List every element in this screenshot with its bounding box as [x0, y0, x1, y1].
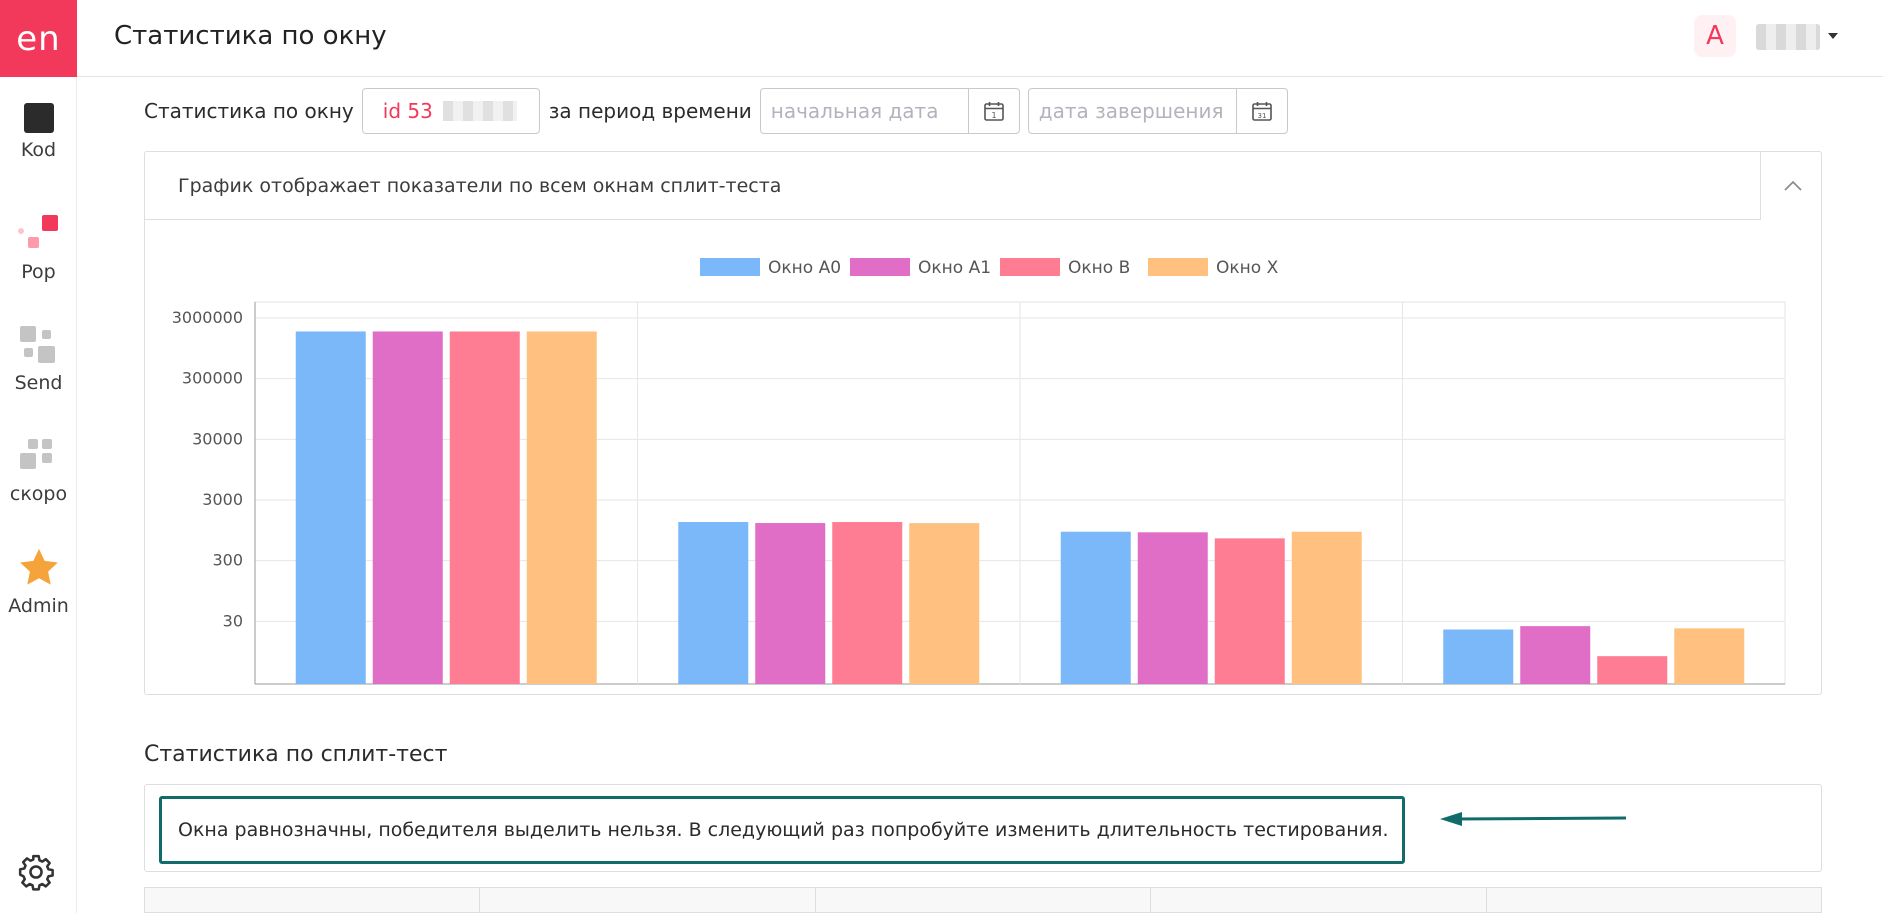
y-tick-label: 300	[212, 551, 243, 570]
sidebar-item-label: скоро	[9, 483, 68, 505]
legend-label: Окно A1	[918, 258, 991, 278]
legend-swatch	[700, 258, 760, 276]
start-date-input[interactable]	[760, 89, 969, 133]
chart-bar	[1443, 629, 1514, 684]
calendar-icon: 1	[983, 102, 1004, 121]
chart-bar	[1291, 531, 1362, 684]
calendar-day-text: 31	[1257, 112, 1266, 120]
star-icon	[19, 548, 58, 585]
chart-bar	[755, 523, 826, 684]
bar-chart: 300000030000030000300030030ПосетителейПо…	[172, 258, 1786, 685]
send-squares-icon	[18, 326, 60, 366]
sidebar-item-label: Pop	[21, 261, 56, 283]
end-calendar-button[interactable]: 31	[1237, 89, 1287, 133]
chevron-up-icon[interactable]	[1781, 174, 1805, 198]
table-header-cell	[480, 888, 816, 912]
y-tick-label: 300000	[182, 369, 243, 388]
period-label: за период времени	[548, 99, 752, 123]
window-select[interactable]: id 53	[361, 88, 540, 134]
legend-swatch	[850, 258, 910, 276]
chart-bar	[526, 331, 597, 684]
y-tick-label: 30000	[192, 429, 243, 448]
calendar-day-text: 1	[991, 111, 996, 120]
split-section-title: Статистика по сплит-тест	[144, 742, 448, 767]
stats-table-header	[144, 887, 1822, 913]
legend-swatch	[1148, 258, 1208, 276]
start-date-field: 1	[759, 88, 1020, 134]
chart-bar	[372, 331, 443, 684]
page-title: Статистика по окну	[114, 21, 387, 51]
chart-bar	[832, 522, 903, 684]
top-header: Статистика по окну A	[77, 0, 1883, 77]
square-icon	[23, 103, 54, 133]
y-tick-label: 3000000	[172, 308, 243, 327]
highlight-box: Окна равнозначны, победителя выделить не…	[159, 796, 1405, 864]
sidebar: en Kod Pop Send скоро	[0, 0, 77, 913]
table-header-cell	[1151, 888, 1487, 912]
popup-squares-icon	[16, 213, 62, 255]
soon-squares-icon	[18, 437, 60, 477]
end-date-input[interactable]	[1028, 89, 1237, 133]
user-name-redacted[interactable]	[1756, 24, 1820, 50]
window-name-redacted	[442, 101, 517, 121]
legend-swatch	[1000, 258, 1060, 276]
window-id-value: id 53	[382, 99, 433, 123]
legend-label: Окно X	[1216, 258, 1279, 278]
legend-label: Окно A0	[768, 258, 841, 278]
filter-row: Статистика по окну id 53 за период време…	[144, 88, 1288, 134]
chart-bar	[295, 331, 366, 684]
sidebar-item-kod[interactable]: Kod	[0, 103, 77, 161]
chart-bar	[1674, 628, 1745, 684]
split-message-card: Окна равнозначны, победителя выделить не…	[144, 784, 1822, 872]
arrow-left-icon	[1440, 812, 1627, 826]
chart-bar	[1520, 626, 1591, 684]
sidebar-item-send[interactable]: Send	[0, 326, 77, 394]
split-result-message: Окна равнозначны, победителя выделить не…	[178, 819, 1389, 841]
avatar[interactable]: A	[1694, 15, 1736, 57]
sidebar-item-label: Send	[14, 372, 63, 394]
sidebar-item-soon[interactable]: скоро	[0, 437, 77, 505]
calendar-icon: 31	[1251, 102, 1272, 121]
legend-label: Окно B	[1068, 258, 1130, 278]
y-tick-label: 3000	[202, 490, 243, 509]
chart-bar	[1214, 538, 1285, 684]
chart-bar	[449, 331, 520, 684]
table-header-cell	[1487, 888, 1821, 912]
chart-card: График отображает показатели по всем окн…	[144, 151, 1822, 695]
sidebar-item-label: Admin	[8, 595, 69, 617]
sidebar-item-admin[interactable]: Admin	[0, 547, 77, 617]
chart-bar	[1597, 656, 1668, 684]
window-label: Статистика по окну	[144, 99, 354, 123]
end-date-field: 31	[1027, 88, 1288, 134]
chart-card-heading: График отображает показатели по всем окн…	[178, 175, 782, 197]
chevron-down-icon[interactable]	[1828, 33, 1838, 39]
sidebar-item-pop[interactable]: Pop	[0, 213, 77, 283]
chart-card-header[interactable]: График отображает показатели по всем окн…	[145, 152, 1761, 220]
y-tick-label: 30	[223, 611, 243, 630]
table-header-cell	[816, 888, 1152, 912]
sidebar-item-label: Kod	[20, 139, 57, 161]
chart-bar	[1137, 532, 1208, 684]
app-logo[interactable]: en	[0, 0, 77, 77]
table-header-cell	[145, 888, 481, 912]
chart-bar	[678, 522, 749, 684]
chart-bar	[1060, 531, 1131, 684]
gear-icon[interactable]	[17, 853, 55, 891]
logo-text: en	[16, 18, 61, 59]
start-calendar-button[interactable]: 1	[969, 89, 1019, 133]
chart-bar	[909, 523, 980, 684]
